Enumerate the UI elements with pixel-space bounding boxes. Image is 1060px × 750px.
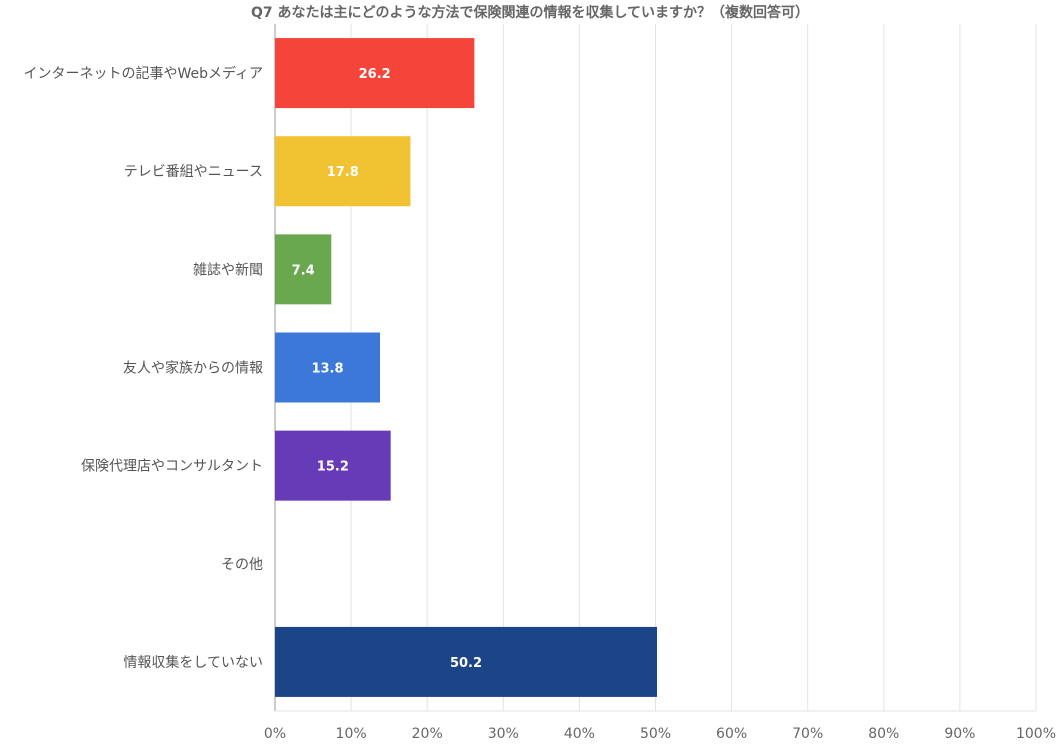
x-tick-label: 100% [1016,726,1056,742]
x-tick-label: 0% [264,726,286,742]
bar [275,332,381,403]
x-tick-label: 30% [488,726,519,742]
category-label: 雑誌や新聞 [193,262,263,278]
data-label: 50.2 [450,656,482,671]
data-label: 7.4 [292,263,315,278]
x-tick-label: 70% [792,726,823,742]
category-label: 保険代理店やコンサルタント [81,459,263,475]
x-tick-label: 20% [412,726,443,742]
bar [275,234,332,305]
x-tick-label: 60% [716,726,747,742]
x-tick-label: 40% [564,726,595,742]
bar [275,430,391,501]
data-label: 17.8 [327,165,359,180]
bar [275,626,658,697]
x-tick-label: 50% [640,726,671,742]
x-tick-label: 90% [944,726,975,742]
category-label: テレビ番組やニュース [124,164,263,180]
category-label: 情報収集をしていない [123,654,263,671]
category-label: インターネットの記事やWebメディア [23,65,263,82]
bar [275,38,475,109]
category-label: その他 [221,557,263,573]
x-tick-label: 10% [336,726,367,742]
data-label: 15.2 [317,460,349,475]
data-label: 13.8 [311,362,343,377]
chart-title: Q7 あなたは主にどのような方法で保険関連の情報を収集していますか？（複数回答可… [250,5,810,21]
category-label: 友人や家族からの情報 [123,360,263,377]
x-tick-label: 80% [868,726,899,742]
bar [275,136,411,207]
data-label: 26.2 [359,67,391,82]
